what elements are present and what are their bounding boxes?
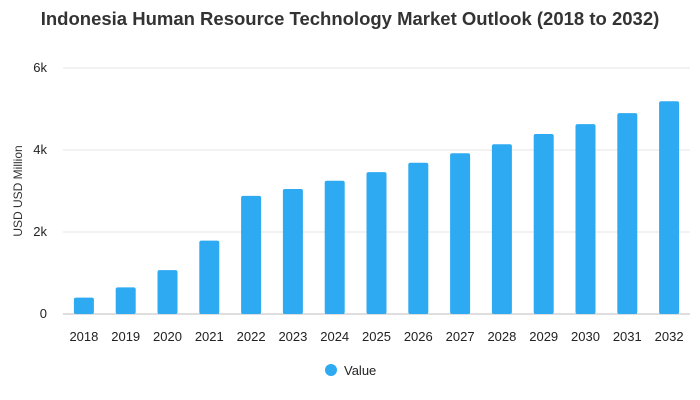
bar[interactable]	[282, 188, 303, 314]
y-tick-label: 6k	[33, 60, 47, 75]
bar[interactable]	[366, 172, 387, 314]
y-axis-ticks: 0 2k 4k 6k	[33, 60, 47, 321]
x-tick-label: 2018	[69, 329, 98, 344]
x-tick-label: 2019	[111, 329, 140, 344]
legend[interactable]: Value	[325, 363, 376, 378]
x-axis-ticks: 2018 2019 2020 2021 2022 2023 2024 2025 2026 2027…	[69, 329, 683, 344]
x-tick-label: 2025	[362, 329, 391, 344]
x-tick-label: 2028	[487, 329, 516, 344]
bar[interactable]	[450, 153, 471, 314]
x-tick-label: 2024	[320, 329, 349, 344]
legend-label: Value	[344, 363, 376, 378]
x-tick-label: 2032	[655, 329, 684, 344]
y-tick-label: 0	[40, 306, 47, 321]
y-tick-label: 4k	[33, 142, 47, 157]
bar[interactable]	[241, 195, 262, 314]
x-tick-label: 2029	[529, 329, 558, 344]
bar[interactable]	[199, 240, 220, 314]
x-tick-label: 2031	[613, 329, 642, 344]
bar[interactable]	[575, 124, 596, 314]
x-tick-label: 2030	[571, 329, 600, 344]
bar[interactable]	[617, 113, 638, 314]
bar[interactable]	[408, 162, 429, 314]
legend-swatch	[325, 364, 337, 376]
bar[interactable]	[324, 180, 345, 314]
chart-title: Indonesia Human Resource Technology Mark…	[40, 8, 660, 29]
x-tick-label: 2020	[153, 329, 182, 344]
bar[interactable]	[157, 270, 178, 314]
bar[interactable]	[73, 297, 94, 314]
y-tick-label: 2k	[33, 224, 47, 239]
x-tick-label: 2026	[404, 329, 433, 344]
bar[interactable]	[115, 287, 136, 314]
y-axis-title: USD USD Million	[11, 145, 25, 236]
bar[interactable]	[491, 144, 512, 314]
x-tick-label: 2027	[446, 329, 475, 344]
x-tick-label: 2022	[237, 329, 266, 344]
x-tick-label: 2023	[278, 329, 307, 344]
x-tick-label: 2021	[195, 329, 224, 344]
bars	[73, 101, 680, 315]
bar[interactable]	[533, 134, 554, 314]
bar[interactable]	[659, 101, 680, 315]
